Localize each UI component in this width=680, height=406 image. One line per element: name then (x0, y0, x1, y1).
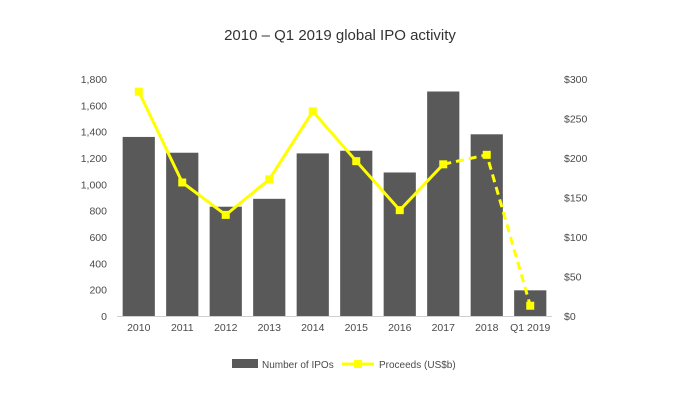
legend-label-number-of-ipos: Number of IPOs (262, 360, 334, 371)
proceeds-point (178, 178, 187, 187)
proceeds-point (221, 210, 230, 219)
x-axis-tick-label: 2017 (432, 322, 456, 334)
proceeds-point (265, 175, 274, 184)
left-axis-tick-label: 200 (89, 285, 107, 297)
legend-swatch-marker (354, 360, 362, 368)
bar-number-of-ipos (296, 153, 329, 316)
x-axis-tick-label: 2016 (388, 322, 412, 334)
x-axis-tick-label: Q1 2019 (510, 322, 550, 334)
right-axis-tick-label: $300 (564, 74, 588, 86)
proceeds-point (526, 301, 535, 310)
legend-swatch-bars (232, 359, 258, 368)
bar-number-of-ipos (166, 152, 199, 316)
x-axis-tick-label: 2012 (214, 322, 238, 334)
proceeds-point (439, 160, 448, 169)
left-axis-tick-label: 0 (101, 311, 107, 323)
proceeds-line (137, 90, 445, 217)
bar-number-of-ipos (470, 134, 503, 316)
proceeds-point (134, 87, 143, 96)
x-axis-tick-label: 2018 (475, 322, 499, 334)
left-axis-tick-label: 1,600 (81, 100, 107, 112)
x-axis-tick-label: 2014 (301, 322, 325, 334)
left-axis-tick-label: 1,000 (81, 179, 107, 191)
proceeds-point (482, 150, 491, 159)
left-axis-tick-label: 800 (89, 206, 107, 218)
left-axis-tick-label: 1,400 (81, 127, 107, 139)
proceeds-point (308, 107, 317, 116)
right-axis-tick-label: $150 (564, 193, 588, 205)
right-axis-tick-label: $250 (564, 114, 588, 126)
proceeds-point (352, 157, 361, 166)
x-axis-tick-label: 2013 (258, 322, 282, 334)
left-axis-tick-label: 400 (89, 258, 107, 270)
chart-title: 2010 – Q1 2019 global IPO activity (224, 27, 456, 44)
x-axis-tick-label: 2011 (171, 322, 194, 334)
bar-number-of-ipos (253, 198, 286, 316)
left-axis-tick-label: 1,200 (81, 153, 107, 165)
right-axis-tick-label: $200 (564, 153, 588, 165)
x-axis-tick-label: 2010 (127, 322, 151, 334)
right-axis-tick-label: $50 (564, 272, 582, 284)
bar-number-of-ipos (209, 206, 242, 316)
proceeds-point (395, 206, 404, 215)
bar-number-of-ipos (383, 172, 416, 316)
legend-label-proceeds: Proceeds (US$b) (379, 360, 456, 371)
left-axis-tick-label: 600 (89, 232, 107, 244)
bar-number-of-ipos (340, 150, 373, 316)
bar-number-of-ipos (427, 91, 460, 316)
right-axis-tick-label: $100 (564, 232, 588, 244)
bar-number-of-ipos (122, 136, 155, 316)
left-axis-tick-label: 1,800 (81, 74, 107, 86)
x-axis-tick-label: 2015 (345, 322, 369, 334)
right-axis-tick-label: $0 (564, 311, 576, 323)
